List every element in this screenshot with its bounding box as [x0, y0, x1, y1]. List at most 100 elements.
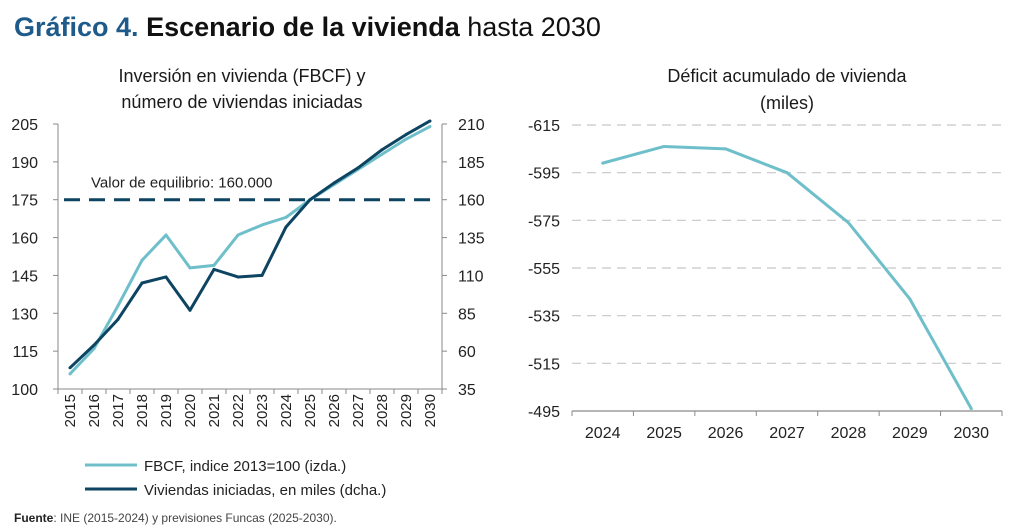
right-y-tick-label: 185 — [458, 155, 485, 172]
title-bold: Escenario de la vivienda — [146, 12, 460, 42]
y-tick-label: -615 — [528, 118, 560, 135]
x-tick-label: 2019 — [158, 394, 175, 427]
left-y-tick-label: 130 — [11, 306, 38, 323]
y-tick-label: -495 — [528, 404, 560, 421]
viviendas-point — [236, 275, 240, 279]
fbcf-point — [236, 233, 240, 237]
fbcf-series-line — [68, 125, 431, 375]
left-y-tick-label: 145 — [11, 268, 38, 285]
right-y-tick-label: 110 — [458, 268, 484, 285]
x-tick-label: 2017 — [110, 394, 127, 427]
deficit-point — [662, 144, 666, 148]
fbcf-point — [92, 347, 96, 351]
page-title: Gráfico 4. Escenario de la vivienda hast… — [14, 12, 601, 43]
x-tick-label: 2022 — [230, 394, 247, 427]
left-chart-title-line: Inversión en vivienda (FBCF) y — [118, 66, 365, 86]
right-chart-title: Déficit acumulado de vivienda — [667, 66, 907, 86]
viviendas-point — [380, 148, 384, 152]
fbcf-point — [212, 263, 216, 267]
viviendas-series-line — [68, 119, 431, 369]
x-tick-label: 2026 — [708, 425, 744, 442]
x-tick-label: 2025 — [646, 425, 682, 442]
x-tick-label: 2021 — [206, 394, 223, 427]
viviendas-point — [92, 343, 96, 347]
left-y-tick-label: 100 — [11, 382, 38, 399]
fbcf-point — [140, 258, 144, 262]
viviendas-point — [68, 366, 72, 370]
x-tick-label: 2028 — [831, 425, 867, 442]
right-y-tick-label: 35 — [458, 382, 476, 399]
x-tick-label: 2029 — [892, 425, 928, 442]
viviendas-point — [428, 119, 432, 123]
viviendas-point — [332, 181, 336, 185]
viviendas-point — [116, 317, 120, 321]
right-y-tick-label: 60 — [458, 344, 476, 361]
x-tick-label: 2020 — [182, 394, 199, 427]
left-chart-title-line: número de viviendas iniciadas — [121, 92, 362, 112]
fbcf-point — [380, 152, 384, 156]
x-tick-label: 2027 — [350, 394, 367, 427]
x-tick-label: 2018 — [134, 394, 151, 427]
deficit-point — [601, 161, 605, 165]
fbcf-point — [164, 233, 168, 237]
deficit-series-line — [602, 144, 973, 410]
left-y-tick-label: 205 — [11, 117, 38, 134]
legend-label: FBCF, indice 2013=100 (izda.) — [144, 458, 346, 475]
y-tick-label: -535 — [528, 309, 560, 326]
right-y-tick-label: 135 — [458, 231, 485, 248]
x-tick-label: 2024 — [278, 394, 295, 427]
viviendas-point — [356, 166, 360, 170]
viviendas-point — [188, 308, 192, 312]
fbcf-point — [188, 266, 192, 270]
source-note: Fuente: INE (2015-2024) y previsiones Fu… — [14, 511, 337, 525]
fbcf-point — [284, 215, 288, 219]
viviendas-point — [212, 267, 216, 271]
x-tick-label: 2027 — [769, 425, 805, 442]
fbcf-point — [116, 304, 120, 308]
fbcf-point — [68, 372, 72, 376]
right-y-tick-label: 210 — [458, 117, 485, 134]
source-text: : INE (2015-2024) y previsiones Funcas (… — [53, 511, 337, 525]
deficit-point — [724, 147, 728, 151]
x-tick-label: 2016 — [86, 394, 103, 427]
viviendas-point — [308, 198, 312, 202]
source-label: Fuente — [14, 511, 54, 525]
x-tick-label: 2015 — [62, 394, 79, 427]
deficit-point — [908, 297, 912, 301]
x-tick-label: 2023 — [254, 394, 271, 427]
deficit-point — [785, 171, 789, 175]
equilibrium-label: Valor de equilibrio: 160.000 — [91, 175, 273, 192]
left-y-tick-label: 115 — [12, 344, 38, 361]
left-y-tick-label: 190 — [11, 155, 38, 172]
x-tick-label: 2025 — [302, 394, 319, 427]
x-tick-label: 2024 — [585, 425, 621, 442]
y-tick-label: -555 — [528, 261, 560, 278]
fbcf-point — [260, 223, 264, 227]
deficit-point — [969, 407, 973, 411]
y-tick-label: -595 — [528, 166, 560, 183]
y-tick-label: -575 — [528, 213, 560, 230]
x-tick-label: 2028 — [374, 394, 391, 427]
x-tick-label: 2030 — [422, 394, 439, 427]
fbcf-point — [404, 137, 408, 141]
fbcf-point — [428, 125, 432, 129]
deficit-point — [846, 221, 850, 225]
title-number: Gráfico 4. — [14, 12, 139, 42]
right-y-tick-label: 85 — [458, 306, 476, 323]
viviendas-point — [404, 133, 408, 137]
legend-label: Viviendas iniciadas, en miles (dcha.) — [144, 482, 386, 499]
y-tick-label: -515 — [528, 356, 560, 373]
viviendas-point — [164, 275, 168, 279]
viviendas-point — [284, 225, 288, 229]
left-y-tick-label: 175 — [11, 193, 38, 210]
x-tick-label: 2029 — [398, 394, 415, 427]
x-tick-label: 2030 — [953, 425, 989, 442]
viviendas-point — [260, 273, 264, 277]
x-tick-label: 2026 — [326, 394, 343, 427]
right-chart-subtitle: (miles) — [760, 93, 814, 113]
left-y-tick-label: 160 — [11, 231, 38, 248]
title-rest: hasta 2030 — [467, 12, 601, 42]
viviendas-point — [140, 281, 144, 285]
